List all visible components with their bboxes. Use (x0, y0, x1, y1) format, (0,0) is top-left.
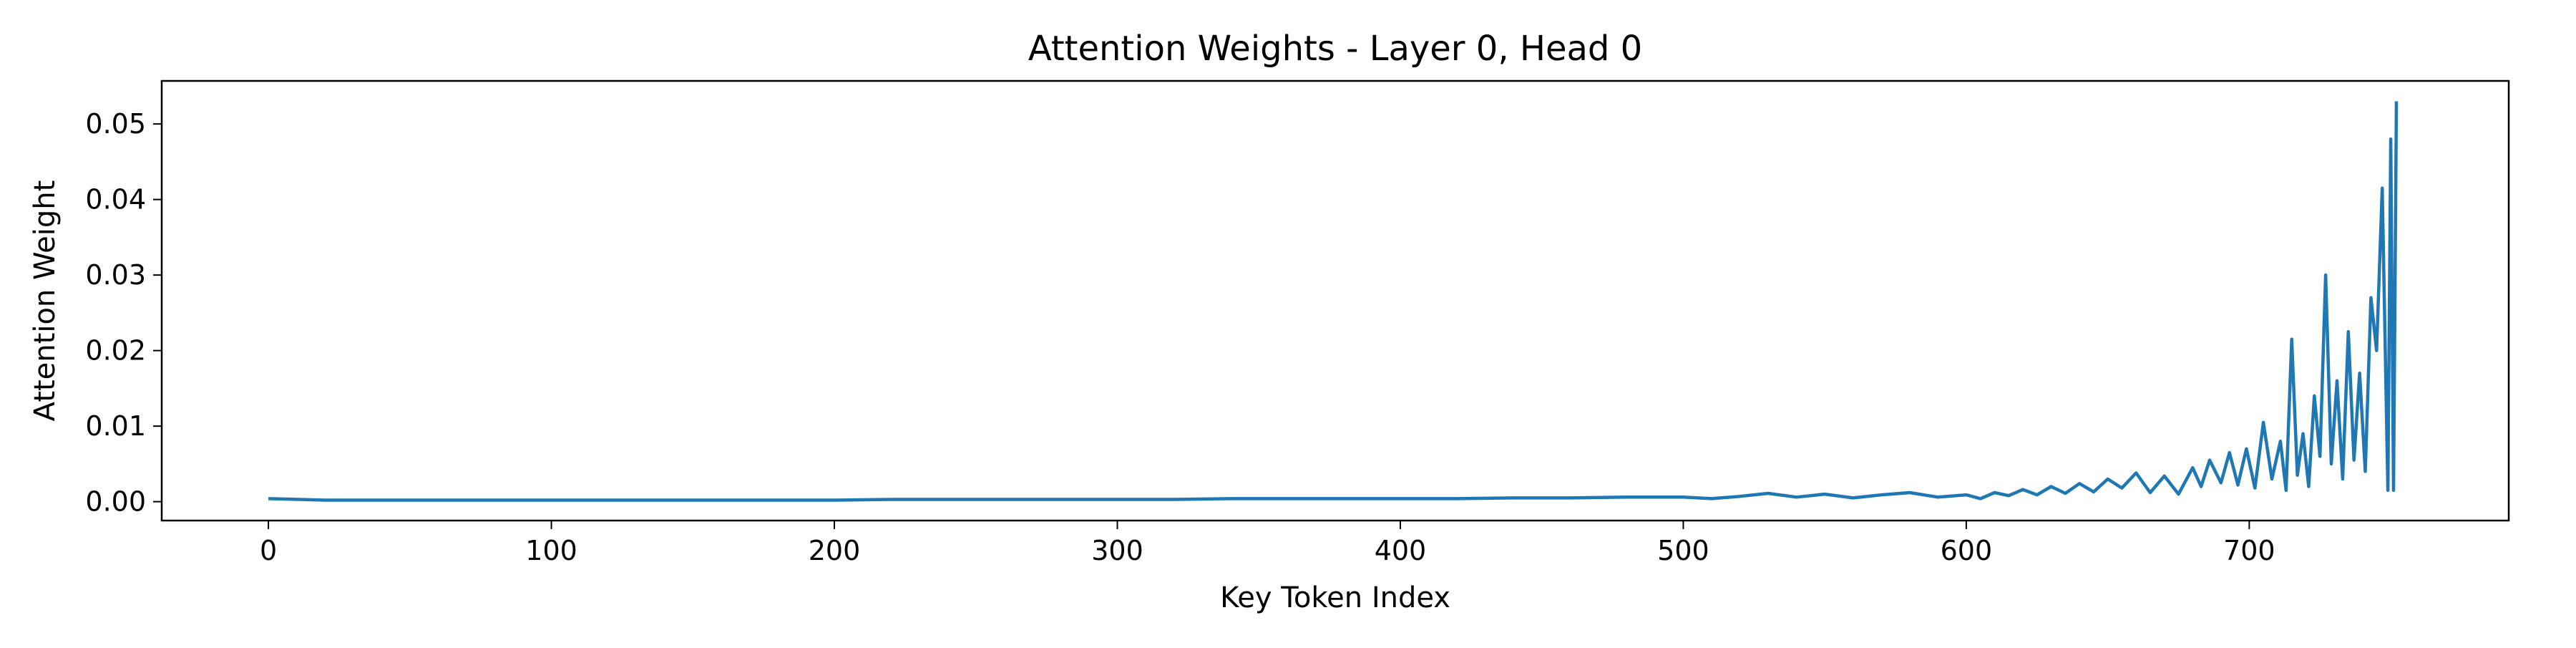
chart-title: Attention Weights - Layer 0, Head 0 (1028, 29, 1642, 69)
y-tick-label: 0.04 (85, 184, 146, 216)
y-tick-label: 0.03 (85, 259, 146, 291)
x-tick-label: 400 (1375, 535, 1427, 566)
x-tick-label: 100 (525, 535, 577, 566)
x-tick-label: 500 (1657, 535, 1709, 566)
x-tick-label: 700 (2223, 535, 2275, 566)
x-tick-label: 600 (1941, 535, 1993, 566)
series-line-0 (268, 101, 2399, 502)
plot-frame (160, 79, 2510, 522)
y-axis-ticks: 0.00 0.01 0.02 0.03 0.04 0.05 (85, 108, 162, 518)
y-axis-label: Attention Weight (29, 180, 62, 422)
series-group (268, 101, 2399, 502)
x-tick-label: 200 (809, 535, 861, 566)
y-tick-label: 0.05 (85, 108, 146, 140)
x-axis-label: Key Token Index (1220, 581, 1450, 614)
x-axis-ticks: 0 100 200 300 400 500 600 700 (260, 521, 2275, 566)
y-tick-label: 0.01 (85, 410, 146, 442)
x-tick-label: 0 (260, 535, 277, 566)
y-tick-label: 0.02 (85, 335, 146, 367)
y-tick-label: 0.00 (85, 486, 146, 518)
x-tick-label: 300 (1091, 535, 1143, 566)
